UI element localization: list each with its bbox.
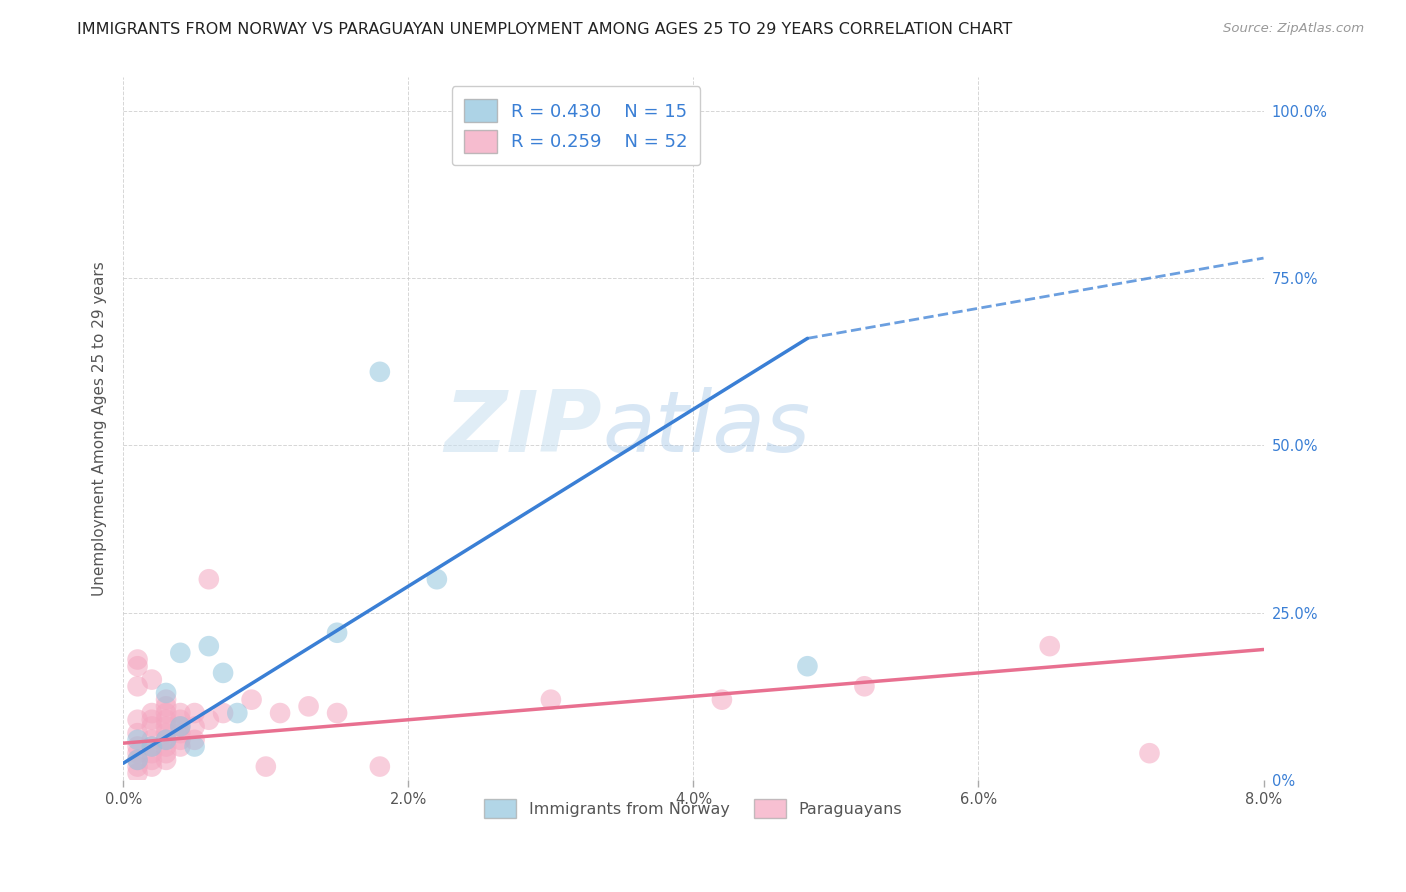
Legend: Immigrants from Norway, Paraguayans: Immigrants from Norway, Paraguayans [478,792,908,825]
Point [155,706,177,720]
Point [141,746,163,760]
Point [141,753,163,767]
Point [155,732,177,747]
Point [127,679,149,693]
Point [1039,639,1062,653]
Text: Source: ZipAtlas.com: Source: ZipAtlas.com [1223,22,1364,36]
Point [141,713,163,727]
Point [127,759,149,773]
Point [540,692,562,706]
Point [853,679,876,693]
Point [169,713,191,727]
Point [169,726,191,740]
Point [155,713,177,727]
Point [169,706,191,720]
Point [183,706,205,720]
Point [269,706,291,720]
Point [183,739,205,754]
Point [155,719,177,733]
Point [326,706,349,720]
Point [368,365,391,379]
Point [169,739,191,754]
Point [169,646,191,660]
Point [141,719,163,733]
Point [155,732,177,747]
Point [127,732,149,747]
Point [212,665,235,680]
Point [141,739,163,754]
Point [155,699,177,714]
Text: ZIP: ZIP [444,387,602,470]
Point [212,706,235,720]
Point [127,746,149,760]
Point [141,739,163,754]
Point [254,759,277,773]
Point [226,706,249,720]
Point [169,732,191,747]
Point [155,739,177,754]
Point [155,746,177,760]
Point [710,692,733,706]
Y-axis label: Unemployment Among Ages 25 to 29 years: Unemployment Among Ages 25 to 29 years [93,261,107,596]
Point [127,753,149,767]
Point [169,719,191,733]
Text: IMMIGRANTS FROM NORWAY VS PARAGUAYAN UNEMPLOYMENT AMONG AGES 25 TO 29 YEARS CORR: IMMIGRANTS FROM NORWAY VS PARAGUAYAN UNE… [77,22,1012,37]
Point [141,673,163,687]
Point [368,759,391,773]
Point [183,719,205,733]
Point [426,572,449,586]
Text: atlas: atlas [602,387,810,470]
Point [1139,746,1161,760]
Point [127,713,149,727]
Point [198,572,221,586]
Point [127,652,149,666]
Point [240,692,263,706]
Point [155,686,177,700]
Point [141,732,163,747]
Point [326,625,349,640]
Point [155,726,177,740]
Point [141,759,163,773]
Point [796,659,818,673]
Point [297,699,319,714]
Point [127,753,149,767]
Point [198,713,221,727]
Point [127,726,149,740]
Point [155,692,177,706]
Point [127,766,149,780]
Point [141,706,163,720]
Point [169,719,191,733]
Point [127,739,149,754]
Point [198,639,221,653]
Point [155,753,177,767]
Point [127,659,149,673]
Point [183,732,205,747]
